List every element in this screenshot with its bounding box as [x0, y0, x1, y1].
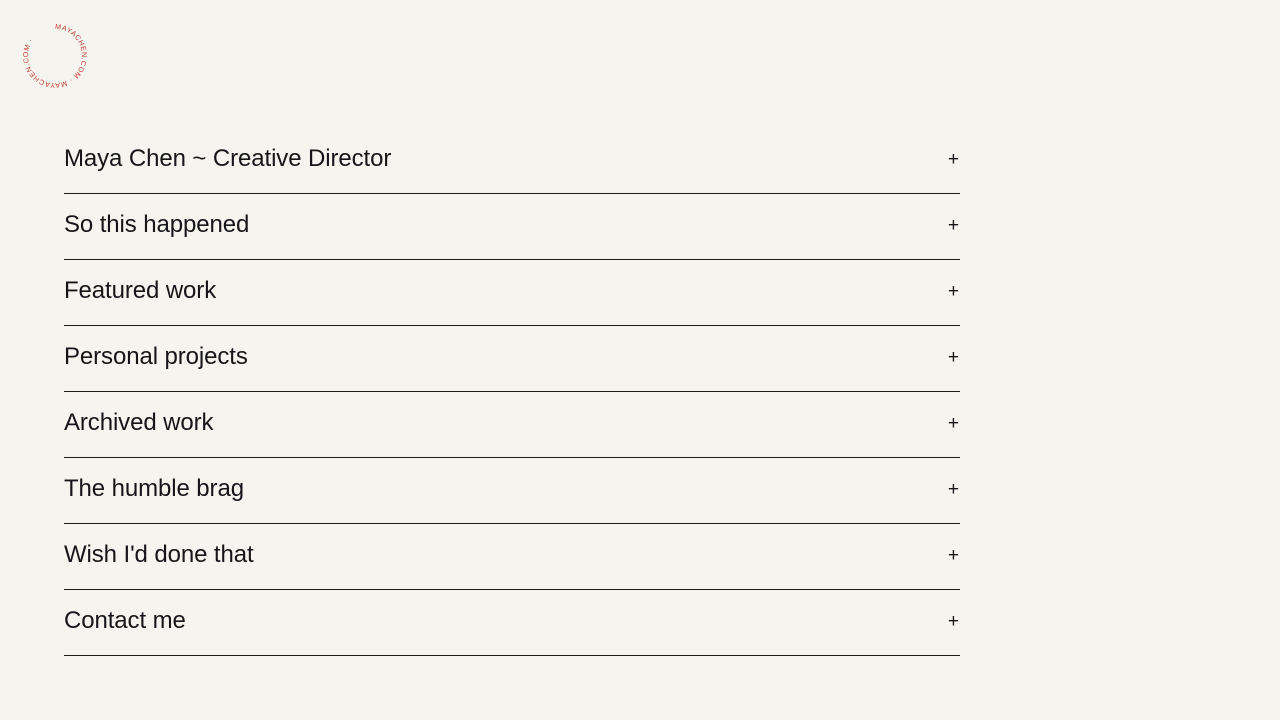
- plus-icon[interactable]: +: [947, 214, 959, 236]
- accordion-item-label: Archived work: [64, 409, 214, 436]
- plus-icon[interactable]: +: [947, 544, 959, 566]
- plus-icon[interactable]: +: [947, 412, 959, 434]
- plus-icon[interactable]: +: [947, 148, 959, 170]
- accordion-list: Maya Chen ~ Creative Director + So this ha…: [64, 128, 960, 656]
- accordion-item-label: Personal projects: [64, 343, 248, 370]
- accordion-item-label: Contact me: [64, 607, 186, 634]
- accordion-item-maya-chen-creative-director[interactable]: Maya Chen ~ Creative Director +: [64, 128, 960, 194]
- accordion-item-label: Featured work: [64, 277, 217, 304]
- site-logo[interactable]: MAYACHEN.COM · MAYACHEN.COM ·: [19, 20, 91, 92]
- accordion-item-label: The humble brag: [64, 475, 244, 502]
- accordion-item-so-this-happened[interactable]: So this happened +: [64, 194, 960, 260]
- accordion-item-personal-projects[interactable]: Personal projects +: [64, 326, 960, 392]
- accordion-item-the-humble-brag[interactable]: The humble brag +: [64, 458, 960, 524]
- plus-icon[interactable]: +: [947, 280, 959, 302]
- logo-ring-text: MAYACHEN.COM · MAYACHEN.COM ·: [22, 23, 88, 89]
- accordion-item-label: Wish I'd done that: [64, 541, 254, 568]
- accordion-item-archived-work[interactable]: Archived work +: [64, 392, 960, 458]
- plus-icon[interactable]: +: [947, 346, 959, 368]
- plus-icon[interactable]: +: [947, 610, 959, 632]
- accordion-item-label: So this happened: [64, 211, 250, 238]
- accordion-item-contact-me[interactable]: Contact me +: [64, 590, 960, 656]
- accordion-item-label: Maya Chen ~ Creative Director: [64, 145, 392, 172]
- accordion-item-wish-id-done-that[interactable]: Wish I'd done that +: [64, 524, 960, 590]
- logo-ring-textpath: MAYACHEN.COM · MAYACHEN.COM ·: [22, 23, 88, 89]
- plus-icon[interactable]: +: [947, 478, 959, 500]
- accordion-item-featured-work[interactable]: Featured work +: [64, 260, 960, 326]
